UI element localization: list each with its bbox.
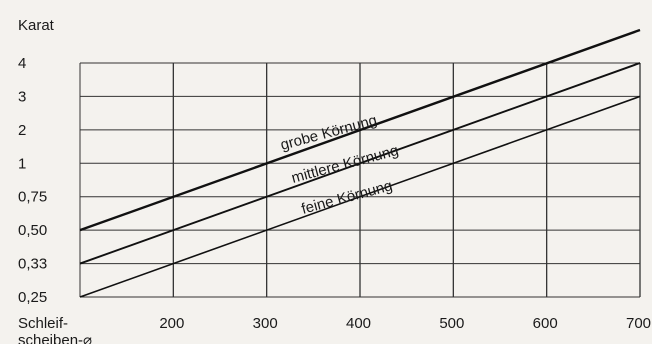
y-tick-label: 0,33 (18, 256, 47, 273)
x-tick-label: 400 (346, 315, 371, 332)
series-lines (79, 28, 641, 298)
y-tick-label: 0,50 (18, 222, 47, 239)
x-tick-label: 300 (253, 315, 278, 332)
tick-labels: 0,25 0,33 0,50 0,75 1 2 3 4 200 300 400 500 600 700 (18, 55, 651, 332)
grid (79, 62, 641, 298)
series-label: grobe Körnung (279, 112, 379, 154)
series-line (79, 28, 641, 232)
x-tick-label: 200 (159, 315, 184, 332)
x-tick-label: 700 (626, 315, 651, 332)
y-axis-title: Karat (18, 17, 55, 34)
y-tick-label: 2 (18, 122, 26, 139)
x-tick-label: 600 (533, 315, 558, 332)
series-label: feine Körnung (300, 177, 395, 218)
y-tick-label: 1 (18, 155, 26, 172)
x-axis-title: Schleif-scheiben-⌀ (18, 315, 92, 344)
y-tick-label: 0,75 (18, 189, 47, 206)
y-tick-label: 4 (18, 55, 26, 72)
y-tick-label: 3 (18, 88, 26, 105)
series-line (79, 62, 641, 265)
y-tick-label: 0,25 (18, 289, 47, 306)
x-tick-label: 500 (439, 315, 464, 332)
series-line (79, 95, 641, 298)
